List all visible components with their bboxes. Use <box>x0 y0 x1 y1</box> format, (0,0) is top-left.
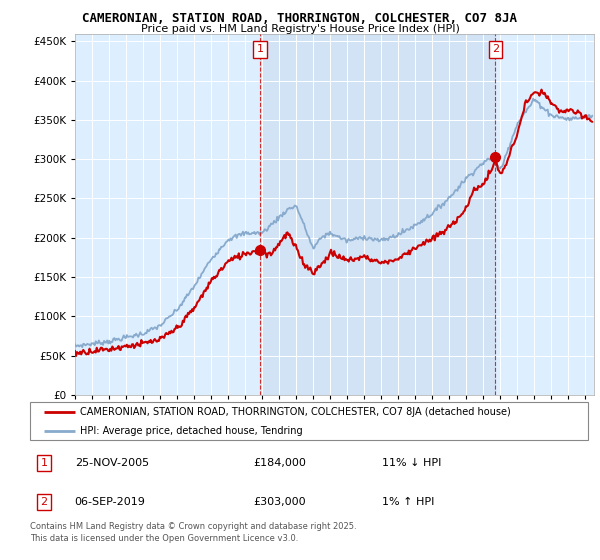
Text: 25-NOV-2005: 25-NOV-2005 <box>74 458 149 468</box>
Text: 1: 1 <box>40 458 47 468</box>
Text: £303,000: £303,000 <box>253 497 306 507</box>
Text: HPI: Average price, detached house, Tendring: HPI: Average price, detached house, Tend… <box>80 426 303 436</box>
Text: CAMERONIAN, STATION ROAD, THORRINGTON, COLCHESTER, CO7 8JA (detached house): CAMERONIAN, STATION ROAD, THORRINGTON, C… <box>80 407 511 417</box>
Text: Contains HM Land Registry data © Crown copyright and database right 2025.
This d: Contains HM Land Registry data © Crown c… <box>30 522 356 543</box>
Text: 1: 1 <box>257 44 263 54</box>
FancyBboxPatch shape <box>30 402 588 440</box>
Text: CAMERONIAN, STATION ROAD, THORRINGTON, COLCHESTER, CO7 8JA: CAMERONIAN, STATION ROAD, THORRINGTON, C… <box>83 12 517 25</box>
Text: Price paid vs. HM Land Registry's House Price Index (HPI): Price paid vs. HM Land Registry's House … <box>140 24 460 34</box>
Bar <box>260 34 496 395</box>
Text: £184,000: £184,000 <box>253 458 306 468</box>
Text: 06-SEP-2019: 06-SEP-2019 <box>74 497 146 507</box>
Text: 1% ↑ HPI: 1% ↑ HPI <box>382 497 434 507</box>
Text: 2: 2 <box>40 497 47 507</box>
Text: 2: 2 <box>492 44 499 54</box>
Text: 11% ↓ HPI: 11% ↓ HPI <box>382 458 441 468</box>
